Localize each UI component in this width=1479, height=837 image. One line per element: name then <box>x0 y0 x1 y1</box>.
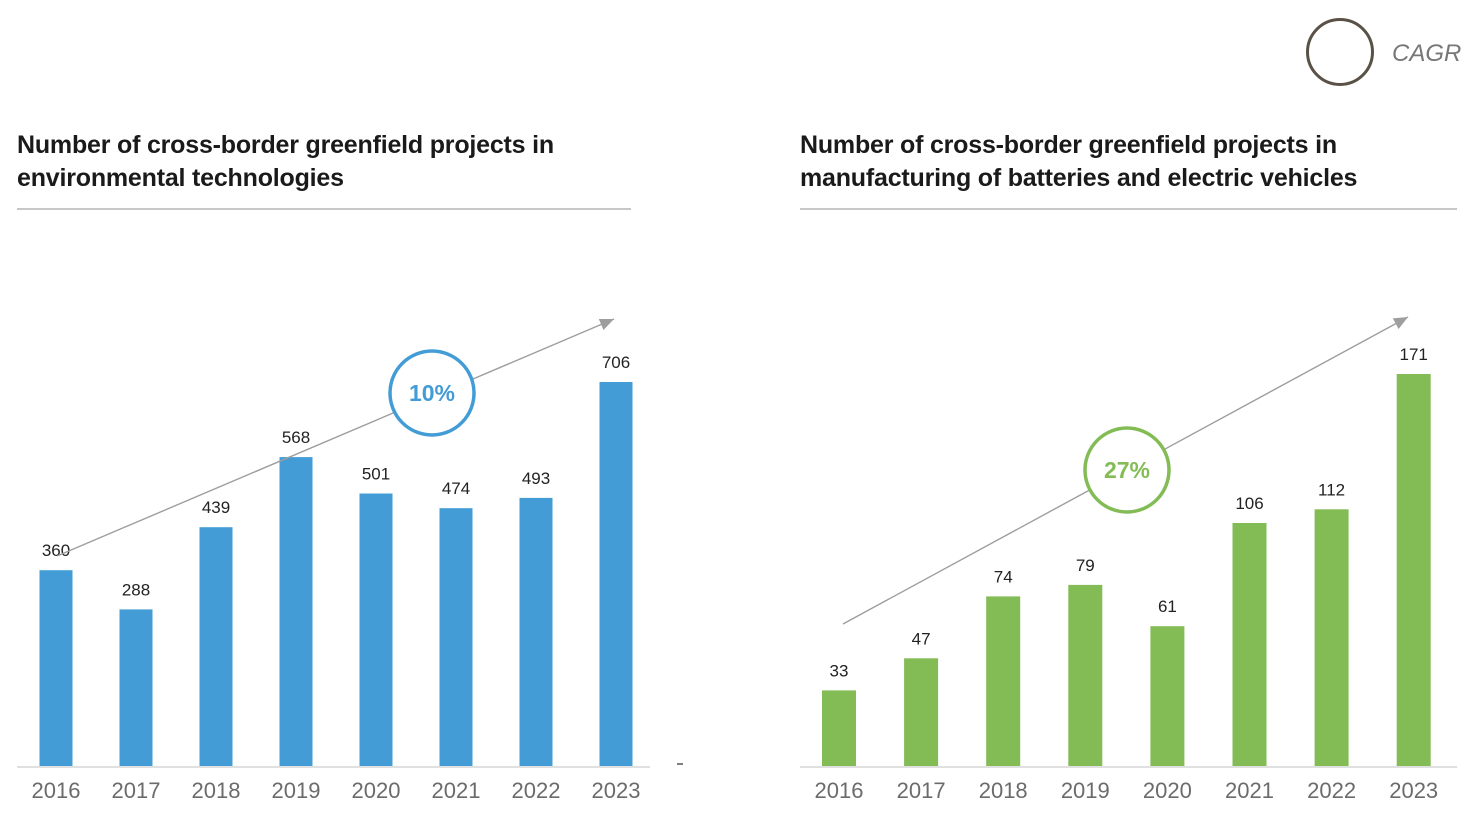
x-tick-label: 2020 <box>1143 778 1192 803</box>
bar <box>1150 626 1185 766</box>
title-divider <box>800 208 1457 210</box>
bar <box>39 570 73 766</box>
bar <box>359 493 393 766</box>
data-label: 501 <box>362 465 390 484</box>
cagr-legend: CAGR <box>1306 18 1466 88</box>
bar <box>904 658 939 766</box>
cagr-value: 10% <box>409 380 455 406</box>
data-label: 112 <box>1318 480 1345 499</box>
x-tick-label: 2016 <box>815 778 864 803</box>
chart-title-line: manufacturing of batteries and electric … <box>800 164 1358 192</box>
x-tick-label: 2022 <box>512 778 561 803</box>
trend-arrow-line <box>56 318 615 557</box>
x-tick-label: 2023 <box>592 778 641 803</box>
trend-arrow-head-icon <box>1392 317 1408 329</box>
bar <box>1314 509 1349 766</box>
x-tick-label: 2020 <box>352 778 401 803</box>
bar <box>439 508 473 766</box>
x-tick-label: 2023 <box>1389 778 1438 803</box>
data-label: 568 <box>282 428 310 447</box>
data-label: 171 <box>1400 345 1428 364</box>
data-label: 288 <box>122 580 150 599</box>
x-tick-label: 2021 <box>432 778 481 803</box>
data-label: 360 <box>42 541 70 560</box>
chart-title-line: Number of cross-border greenfield projec… <box>800 131 1337 159</box>
data-label: 74 <box>994 567 1013 586</box>
data-label: 79 <box>1076 556 1095 575</box>
bar <box>119 609 153 766</box>
data-label: 47 <box>912 629 931 648</box>
bar <box>1068 584 1103 766</box>
cagr-value: 27% <box>1104 457 1150 483</box>
chart-title-environmental: Number of cross-border greenfield projec… <box>17 129 554 195</box>
x-tick-label: 2021 <box>1225 778 1274 803</box>
bar <box>1232 523 1267 766</box>
x-tick-label: 2017 <box>897 778 946 803</box>
x-tick-label: 2022 <box>1307 778 1356 803</box>
chart-title-line: environmental technologies <box>17 164 344 192</box>
x-tick-label: 2017 <box>112 778 161 803</box>
cagr-circle <box>1083 426 1171 514</box>
cagr-legend-circle-icon <box>1306 18 1374 86</box>
chart-title-line: Number of cross-border greenfield projec… <box>17 131 554 159</box>
bar <box>1396 374 1431 766</box>
bar <box>519 497 553 766</box>
x-tick-label: 2019 <box>272 778 321 803</box>
x-tick-label: 2018 <box>979 778 1028 803</box>
cagr-circle <box>388 349 476 437</box>
chart-title-batteries: Number of cross-border greenfield projec… <box>800 129 1357 195</box>
bar <box>822 690 856 766</box>
cagr-legend-label: CAGR <box>1392 40 1462 67</box>
data-label: 33 <box>830 661 849 680</box>
trend-arrow-head-icon <box>598 319 614 330</box>
bar <box>986 596 1021 766</box>
x-tick-label: 2019 <box>1061 778 1110 803</box>
data-label: 61 <box>1158 597 1177 616</box>
data-label: 439 <box>202 498 230 517</box>
data-label: 474 <box>442 479 470 498</box>
data-label: 106 <box>1235 494 1263 513</box>
x-tick-label: 2018 <box>192 778 241 803</box>
x-tick-label: 2016 <box>32 778 81 803</box>
data-label: 706 <box>602 353 630 372</box>
title-divider <box>17 208 631 210</box>
bar <box>599 382 633 766</box>
bar <box>279 457 313 766</box>
data-label: 493 <box>522 469 550 488</box>
bar <box>199 527 233 766</box>
